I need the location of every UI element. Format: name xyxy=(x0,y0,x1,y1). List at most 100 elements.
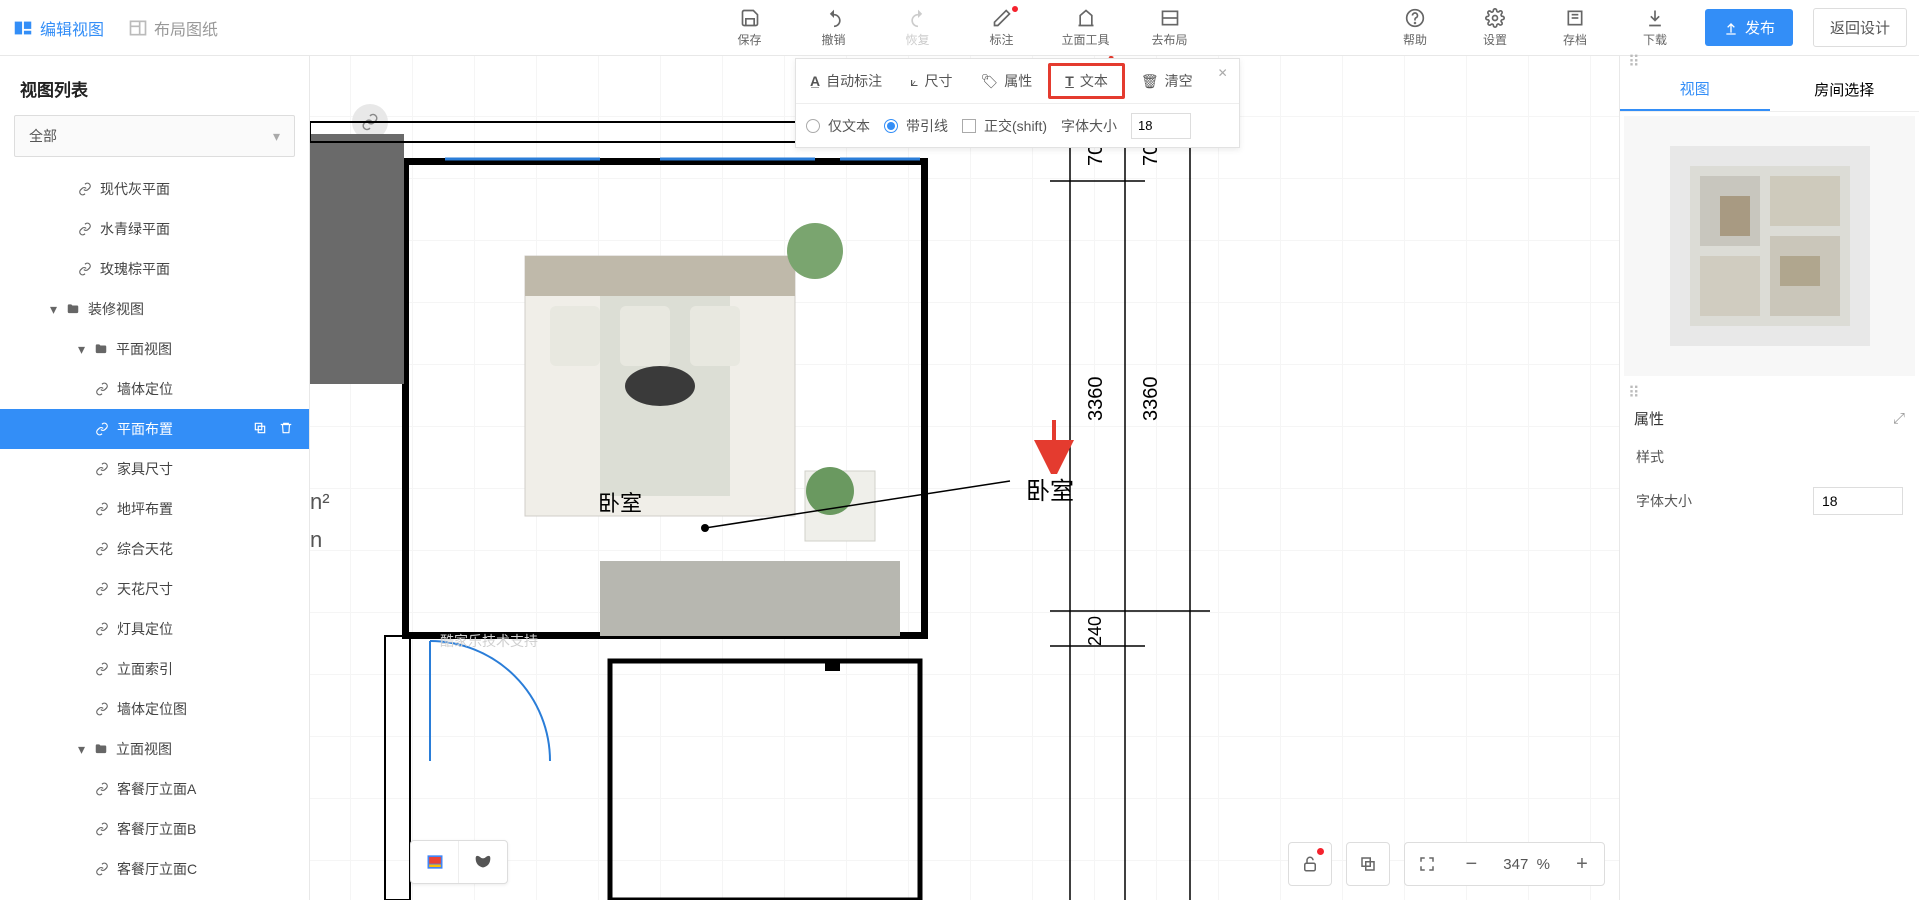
watermark: 酷家乐技术支持 xyxy=(440,631,538,651)
tree-item-label: 综合天花 xyxy=(117,539,173,559)
tree-item-label: 立面索引 xyxy=(117,659,173,679)
ortho-checkbox[interactable] xyxy=(962,119,976,133)
tree-item-2[interactable]: 玫瑰棕平面 xyxy=(0,249,309,289)
help-icon xyxy=(1404,7,1426,29)
copy-icon[interactable] xyxy=(253,421,269,437)
text-only-radio[interactable] xyxy=(806,119,820,133)
close-icon: ✕ xyxy=(1218,66,1228,80)
lock-button[interactable] xyxy=(1288,842,1332,886)
ortho-label: 正交(shift) xyxy=(984,116,1047,136)
save-button[interactable]: 保存 xyxy=(720,0,780,56)
tree-item-label: 客餐厅立面C xyxy=(117,859,197,879)
tree-item-1[interactable]: 水青绿平面 xyxy=(0,209,309,249)
filter-dropdown[interactable]: 全部 ▾ xyxy=(14,115,295,157)
tree-item-9[interactable]: 综合天花 xyxy=(0,529,309,569)
view-tree: 现代灰平面水青绿平面玫瑰棕平面 ▾装修视图▾平面视图墙体定位平面布置家具尺寸地坪布… xyxy=(0,169,309,900)
tree-item-14[interactable]: ▾立面视图 xyxy=(0,729,309,769)
tab-room-select[interactable]: 房间选择 xyxy=(1770,68,1919,111)
tree-item-7[interactable]: 家具尺寸 xyxy=(0,449,309,489)
layout-drawing-button[interactable]: 布局图纸 xyxy=(128,16,218,40)
lock-red-dot-icon xyxy=(1317,848,1324,855)
delete-icon[interactable] xyxy=(279,421,295,437)
tree-item-15[interactable]: 客餐厅立面A xyxy=(0,769,309,809)
canvas-area[interactable]: 卧室 卧室 700 700 3360 3360 240 n² n 酷家乐技术支持… xyxy=(310,56,1619,900)
dimension-button[interactable]: ⟀ 尺寸 xyxy=(896,59,966,103)
tree-item-17[interactable]: 客餐厅立面C xyxy=(0,849,309,889)
copy-button[interactable] xyxy=(1346,842,1390,886)
with-leader-radio[interactable] xyxy=(884,119,898,133)
elevation-tool-button[interactable]: 立面工具 xyxy=(1056,0,1116,56)
layout-drawing-icon xyxy=(128,18,148,38)
tree-item-12[interactable]: 立面索引 xyxy=(0,649,309,689)
tree-item-8[interactable]: 地坪布置 xyxy=(0,489,309,529)
download-button[interactable]: 下载 xyxy=(1625,0,1685,56)
tab-view[interactable]: 视图 xyxy=(1620,68,1770,111)
prop-font-size-label: 字体大小 xyxy=(1636,491,1692,511)
link-icon xyxy=(95,662,109,676)
link-icon xyxy=(95,422,109,436)
tree-item-6[interactable]: 平面布置 xyxy=(0,409,309,449)
to-layout-label: 去布局 xyxy=(1151,31,1187,48)
right-drag-handle-mid[interactable]: ⠿ xyxy=(1620,386,1919,400)
zoom-out-button[interactable]: − xyxy=(1449,853,1493,876)
annotate-button[interactable]: 标注 xyxy=(972,0,1032,56)
zoom-in-button[interactable]: + xyxy=(1560,853,1604,876)
dim-240: 240 xyxy=(1085,616,1106,646)
redo-button[interactable]: 恢复 xyxy=(888,0,948,56)
right-tabs: 视图 房间选择 xyxy=(1620,68,1919,112)
settings-label: 设置 xyxy=(1483,31,1507,48)
auto-anno-button[interactable]: A̲ 自动标注 xyxy=(796,59,896,103)
tree-item-label: 墙体定位图 xyxy=(117,699,187,719)
expand-icon[interactable]: ⤢ xyxy=(1893,410,1905,427)
link-icon xyxy=(78,262,92,276)
annotate-label: 标注 xyxy=(989,31,1013,48)
corner-tool-mask-button[interactable] xyxy=(459,841,507,883)
tree-item-4[interactable]: ▾平面视图 xyxy=(0,329,309,369)
attribute-button[interactable]: 🏷 属性 xyxy=(967,59,1047,103)
room-label-leader[interactable]: 卧室 xyxy=(1026,471,1074,506)
text-button[interactable]: T 文本 xyxy=(1048,63,1125,99)
undo-button[interactable]: 撤销 xyxy=(804,0,864,56)
right-thumbnail[interactable] xyxy=(1624,116,1915,376)
corner-tool-image-button[interactable] xyxy=(411,841,459,883)
link-icon xyxy=(95,702,109,716)
download-icon xyxy=(1644,7,1666,29)
zoom-value-unit: % xyxy=(1537,856,1550,873)
fit-screen-button[interactable] xyxy=(1405,855,1449,873)
chevron-down-icon: ▾ xyxy=(273,128,280,145)
text-icon: T xyxy=(1065,73,1074,89)
clear-button[interactable]: 🗑 清空 xyxy=(1127,59,1207,103)
edit-view-button[interactable]: 编辑视图 xyxy=(12,16,104,40)
canvas-link-button[interactable] xyxy=(352,104,388,140)
to-layout-button[interactable]: 去布局 xyxy=(1140,0,1200,56)
archive-button[interactable]: 存档 xyxy=(1545,0,1605,56)
view-list-title: 视图列表 xyxy=(0,56,309,115)
right-drag-handle-top[interactable]: ⠿ xyxy=(1620,56,1919,68)
attribute-icon: 🏷 xyxy=(981,73,999,90)
folder-icon xyxy=(94,742,108,756)
help-button[interactable]: 帮助 xyxy=(1385,0,1445,56)
tree-item-0[interactable]: 现代灰平面 xyxy=(0,169,309,209)
link-icon xyxy=(361,113,379,131)
annotation-toolbar-close[interactable]: ✕ xyxy=(1213,63,1233,83)
link-icon xyxy=(95,822,109,836)
tree-item-16[interactable]: 客餐厅立面B xyxy=(0,809,309,849)
back-design-label: 返回设计 xyxy=(1830,20,1890,37)
publish-button[interactable]: 发布 xyxy=(1705,9,1793,46)
tree-item-13[interactable]: 墙体定位图 xyxy=(0,689,309,729)
annotate-icon xyxy=(991,7,1013,29)
back-design-button[interactable]: 返回设计 xyxy=(1813,8,1907,47)
tree-item-5[interactable]: 墙体定位 xyxy=(0,369,309,409)
tree-item-3[interactable]: ▾装修视图 xyxy=(0,289,309,329)
download-label: 下载 xyxy=(1643,31,1667,48)
dim-3360-b: 3360 xyxy=(1140,377,1163,422)
canvas-corner-tool xyxy=(410,840,508,884)
tree-item-label: 玫瑰棕平面 xyxy=(100,259,170,279)
link-icon xyxy=(95,382,109,396)
prop-font-size-input[interactable] xyxy=(1813,487,1903,515)
canvas-grid xyxy=(310,56,1619,900)
tree-item-10[interactable]: 天花尺寸 xyxy=(0,569,309,609)
tree-item-11[interactable]: 灯具定位 xyxy=(0,609,309,649)
font-size-input[interactable] xyxy=(1131,113,1191,139)
settings-button[interactable]: 设置 xyxy=(1465,0,1525,56)
